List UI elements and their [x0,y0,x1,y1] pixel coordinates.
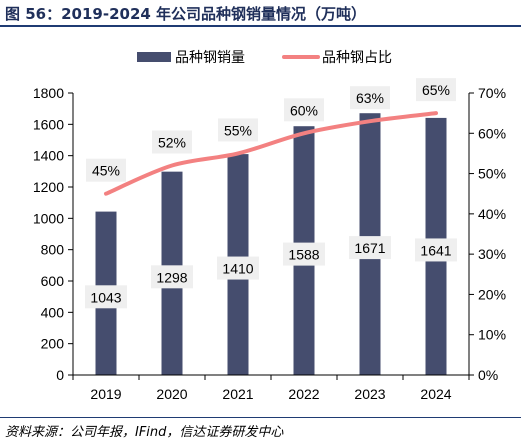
x-tick-label: 2023 [354,386,385,402]
share-value-label: 52% [158,135,186,151]
share-value-label: 65% [422,82,450,98]
bar-value-label-bg [217,256,259,280]
bar-value-label-bg [415,238,457,262]
x-tick-label: 2019 [90,386,121,402]
share-value-label-bg [350,86,390,110]
bar-value-label-bg [151,265,193,289]
bar-value-label-bg [283,242,325,266]
bar-value-label: 1410 [222,261,253,277]
y-left-tick-label: 1800 [33,85,64,101]
legend-label-bar: 品种钢销量 [175,50,245,66]
share-value-label-bg [152,130,192,154]
share-value-label-bg [416,78,456,102]
y-left-tick-label: 0 [56,367,64,383]
y-left-tick-label: 800 [41,242,65,258]
share-value-label: 45% [92,163,120,179]
y-right-tick-label: 70% [478,85,506,101]
y-right-tick-label: 60% [478,125,506,141]
legend-swatch-bar [137,52,171,62]
x-tick-label: 2022 [288,386,319,402]
y-left-tick-label: 1400 [33,148,64,164]
footer-divider [0,417,521,418]
y-right-tick-label: 0% [478,367,498,383]
y-right-tick-label: 40% [478,206,506,222]
y-left-tick-label: 1600 [33,116,64,132]
bar-value-label: 1588 [288,247,319,263]
y-right-tick-label: 20% [478,286,506,302]
x-tick-label: 2024 [420,386,451,402]
source-note: 资料来源：公司年报，IFind，信达证券研发中心 [5,425,284,440]
share-value-label: 63% [356,90,384,106]
y-right-tick-label: 10% [478,327,506,343]
y-right-tick-label: 50% [478,166,506,182]
bar-value-label: 1641 [420,242,451,258]
share-value-label-bg [218,118,258,142]
share-value-label: 55% [224,122,252,138]
y-left-tick-label: 200 [41,336,65,352]
bar-value-label-bg [85,285,127,309]
bar-value-label-bg [349,236,391,260]
y-left-tick-label: 600 [41,273,65,289]
figure-title: 图 56：2019-2024 年公司品种钢销量情况（万吨） [5,5,367,23]
x-tick-label: 2021 [222,386,253,402]
bar-value-label: 1671 [354,240,385,256]
share-line [104,111,438,196]
share-value-label-bg [284,98,324,122]
y-left-tick-label: 1000 [33,210,64,226]
title-divider [0,25,521,27]
bar-value-label: 1043 [90,289,121,305]
figure-title-bar: 图 56：2019-2024 年公司品种钢销量情况（万吨） [0,0,521,27]
x-tick-label: 2020 [156,386,187,402]
y-left-tick-label: 400 [41,304,65,320]
share-value-label: 60% [290,102,318,118]
y-left-tick-label: 1200 [33,179,64,195]
combo-chart: 品种钢销量 品种钢占比 0 200 400 600 800 1000 1200 1400 1600 1… [33,50,506,402]
y-right-tick-label: 30% [478,246,506,262]
bar-value-label: 1298 [156,269,187,285]
share-value-label-bg [86,158,126,182]
legend-label-line: 品种钢占比 [322,50,392,66]
